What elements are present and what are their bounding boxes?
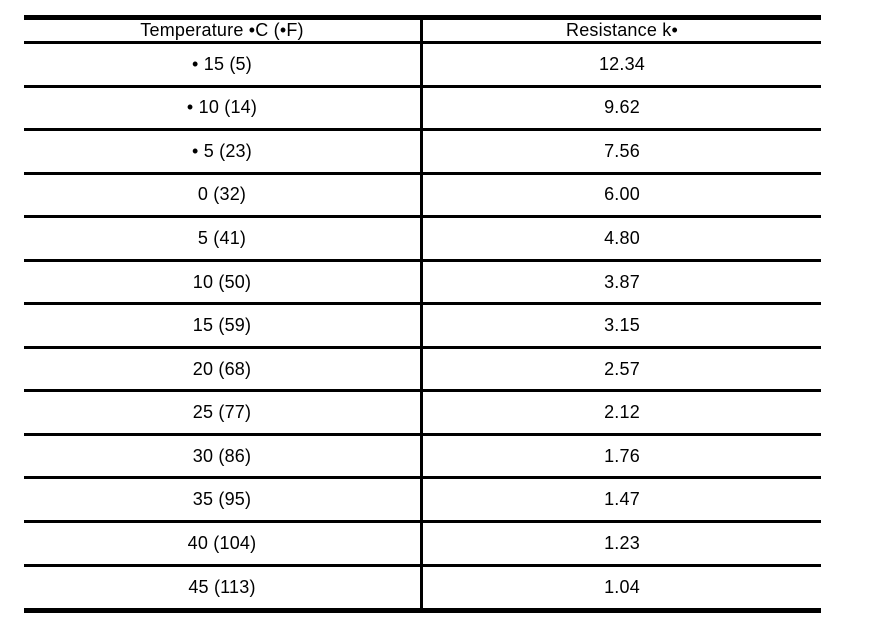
table-row: 30 (86) 1.76 [24,434,821,480]
column-header-temperature: Temperature •C (•F) [24,17,423,44]
resistance-cell: 2.12 [421,390,821,436]
table-row: 5 (41) 4.80 [24,216,821,262]
table-row: 45 (113) 1.04 [24,565,821,611]
resistance-cell: 1.76 [421,434,821,480]
resistance-cell: 1.04 [604,576,640,597]
resistance-cell: 9.62 [421,86,821,132]
temperature-resistance-table: Temperature •C (•F) Resistance k• • 15 (… [24,15,821,613]
column-header-resistance: Resistance k• [421,17,821,44]
table-row: 25 (77) 2.12 [24,390,821,436]
temperature-cell: 20 (68) [24,347,423,393]
resistance-cell: 1.23 [421,521,821,567]
table-header-row: Temperature •C (•F) Resistance k• [24,17,821,44]
resistance-cell: 2.57 [421,347,821,393]
resistance-cell: 3.87 [421,260,821,306]
resistance-cell: 3.15 [421,303,821,349]
temperature-cell: 45 (113) [24,565,423,611]
temperature-cell: 25 (77) [24,390,423,436]
table-row: 10 (50) 3.87 [24,260,821,306]
temperature-cell: 15 (59) [24,303,423,349]
resistance-cell: 6.00 [421,173,821,219]
temperature-cell: 35 (95) [24,477,423,524]
resistance-cell: 1.47 [421,477,821,524]
table-row: 15 (59) 3.15 [24,303,821,349]
table-row: • 15 (5) 12.34 [24,42,821,88]
table-row: 20 (68) 2.57 [24,347,821,393]
temperature-cell: • 10 (14) [24,86,423,132]
table-row: 0 (32) 6.00 [24,173,821,219]
resistance-cell: 12.34 [421,42,821,88]
resistance-cell: 7.56 [421,129,821,175]
temperature-cell: 10 (50) [24,260,423,306]
table-row: 35 (95) 1.47 [24,477,821,524]
temperature-cell: 0 (32) [24,173,423,219]
temperature-cell: 30 (86) [24,434,423,480]
temperature-cell: • 15 (5) [24,42,423,88]
resistance-cell: 4.80 [421,216,821,262]
table-row: • 5 (23) 7.56 [24,129,821,175]
temperature-cell: • 5 (23) [24,129,423,175]
table-row: 40 (104) 1.23 [24,521,821,567]
table-row: • 10 (14) 9.62 [24,86,821,132]
temperature-cell: 5 (41) [24,216,423,262]
temperature-cell: 40 (104) [24,521,423,567]
